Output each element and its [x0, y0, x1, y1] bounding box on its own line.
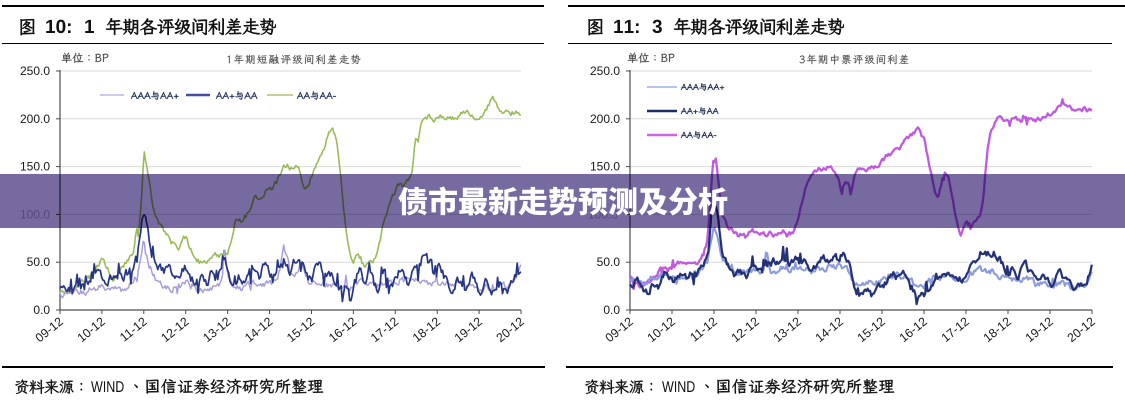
svg-text:200.0: 200.0	[20, 112, 50, 126]
svg-text:200.0: 200.0	[590, 112, 620, 126]
svg-text:50.0: 50.0	[27, 255, 51, 269]
svg-text:100.0: 100.0	[20, 207, 50, 221]
svg-text:150.0: 150.0	[20, 160, 50, 174]
svg-text:50.0: 50.0	[597, 255, 621, 269]
svg-text:250.0: 250.0	[20, 64, 50, 78]
svg-text:150.0: 150.0	[590, 160, 620, 174]
svg-text:0.0: 0.0	[603, 303, 620, 317]
svg-text:250.0: 250.0	[590, 64, 620, 78]
svg-text:0.0: 0.0	[33, 303, 50, 317]
